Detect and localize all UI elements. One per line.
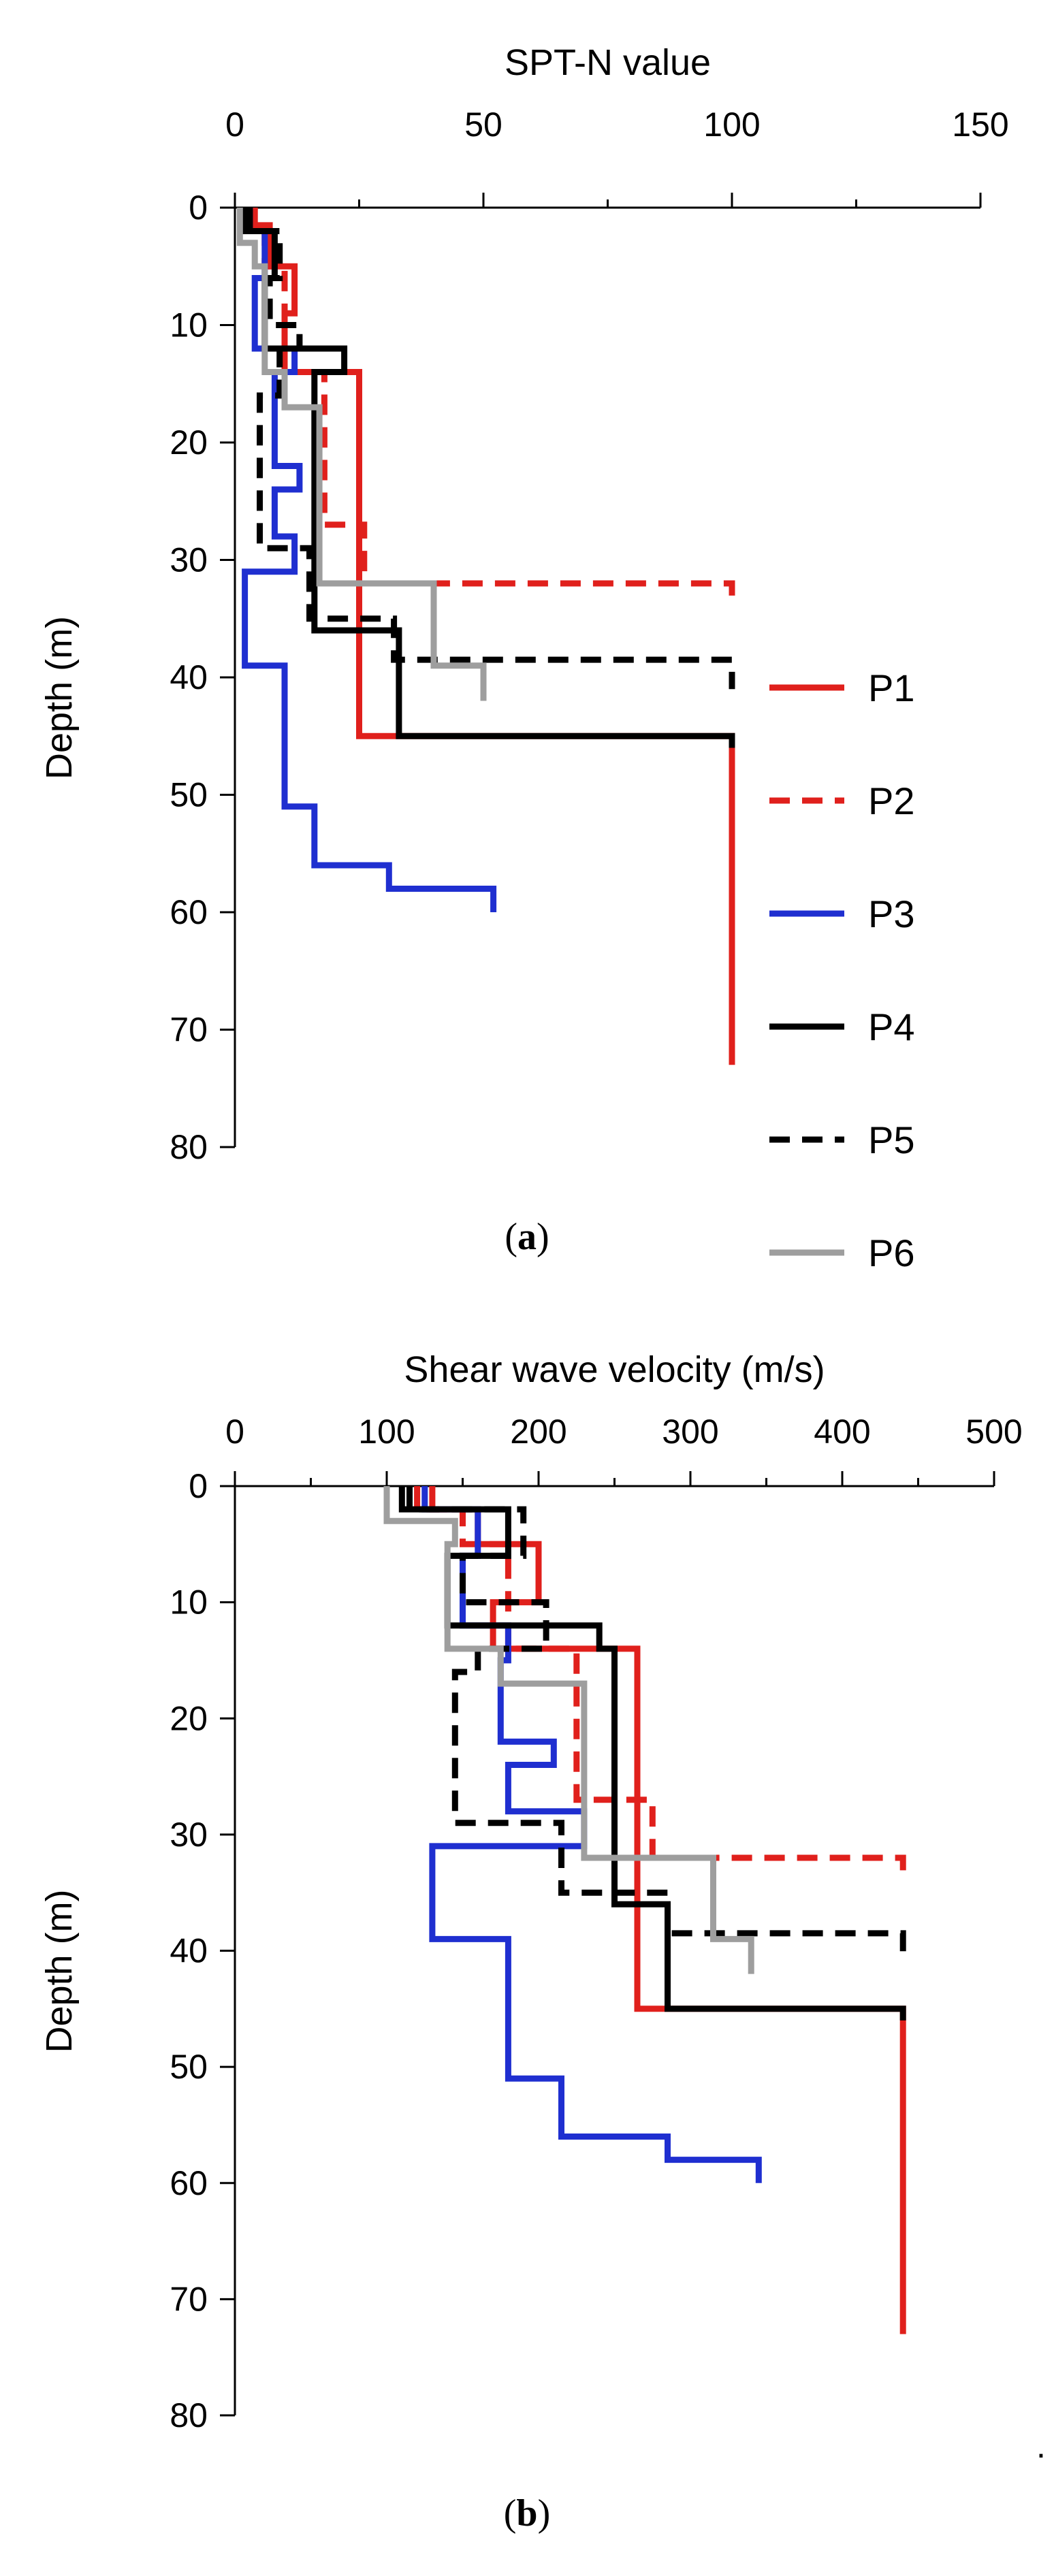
y-tick-label: 0: [189, 189, 208, 227]
x-tick-label: 500: [965, 1413, 1022, 1451]
x-tick-label: 200: [510, 1413, 566, 1451]
x-tick-label: 0: [225, 106, 244, 144]
chart-panel-b: 0 100 200 300 400 500 0 10 20 30 40 50 60 70 80 Shear w…: [39, 1349, 1023, 2534]
caption-close-paren: ): [537, 1216, 549, 1258]
series-p1-line: [251, 208, 735, 1065]
series-p5-line: [246, 208, 735, 690]
legend-label-p2: P2: [868, 779, 915, 822]
y-tick-label: 60: [170, 2164, 208, 2202]
series-p3-line: [421, 1486, 762, 2183]
y-tick-label: 10: [170, 306, 208, 344]
y-tick-label: 70: [170, 1011, 208, 1049]
x-tick-label: 300: [662, 1413, 718, 1451]
y-tick-label: 60: [170, 893, 208, 931]
y-tick-label: 20: [170, 1699, 208, 1737]
y-axis-title: Depth (m): [39, 616, 80, 779]
caption-open-paren: (: [504, 2492, 517, 2534]
legend-label-p5: P5: [868, 1118, 915, 1161]
x-tick-label: 0: [225, 1413, 244, 1451]
x-axis-title: SPT-N value: [505, 42, 711, 83]
trailing-period: .: [1036, 2427, 1046, 2465]
y-tick-label: 40: [170, 1932, 208, 1970]
series-p3-line: [242, 208, 497, 912]
y-axis-title: Depth (m): [39, 1889, 80, 2052]
series-p6-line: [383, 1486, 754, 1974]
y-tick-label: 50: [170, 776, 208, 814]
x-tick-label: 100: [703, 106, 760, 144]
caption-open-paren: (: [505, 1216, 517, 1258]
series-p5-line: [406, 1486, 906, 1963]
y-tick-label: 70: [170, 2280, 208, 2318]
x-tick-label: 400: [814, 1413, 870, 1451]
x-tick-label: 100: [358, 1413, 415, 1451]
panel-caption: (b): [504, 2492, 550, 2534]
x-axis-title: Shear wave velocity (m/s): [404, 1349, 825, 1390]
y-tick-label: 40: [170, 658, 208, 696]
y-tick-label: 30: [170, 541, 208, 579]
series-p4-line: [242, 208, 735, 748]
legend-label-p4: P4: [868, 1005, 915, 1048]
y-tick-label: 0: [189, 1467, 208, 1505]
legend-label-p1: P1: [868, 666, 915, 709]
caption-letter: a: [517, 1216, 537, 1258]
y-tick-label: 80: [170, 2396, 208, 2434]
legend-label-p3: P3: [868, 892, 915, 935]
series-p6-line: [236, 208, 487, 701]
series-p4-line: [398, 1486, 906, 2020]
caption-close-paren: ): [538, 2492, 551, 2534]
x-tick-label: 150: [952, 106, 1008, 144]
y-tick-label: 50: [170, 2048, 208, 2086]
y-tick-label: 20: [170, 423, 208, 462]
legend-label-p6: P6: [868, 1231, 915, 1274]
x-tick-label: 50: [464, 106, 502, 144]
panel-caption: (a): [505, 1216, 549, 1258]
y-tick-label: 80: [170, 1128, 208, 1166]
y-tick-label: 10: [170, 1583, 208, 1622]
caption-letter: b: [516, 2492, 537, 2534]
y-tick-label: 30: [170, 1816, 208, 1854]
chart-panel-a: 0 50 100 150 0 10 20 30 40 50 60 70 80 SPT-N value Dep…: [39, 42, 1009, 1274]
